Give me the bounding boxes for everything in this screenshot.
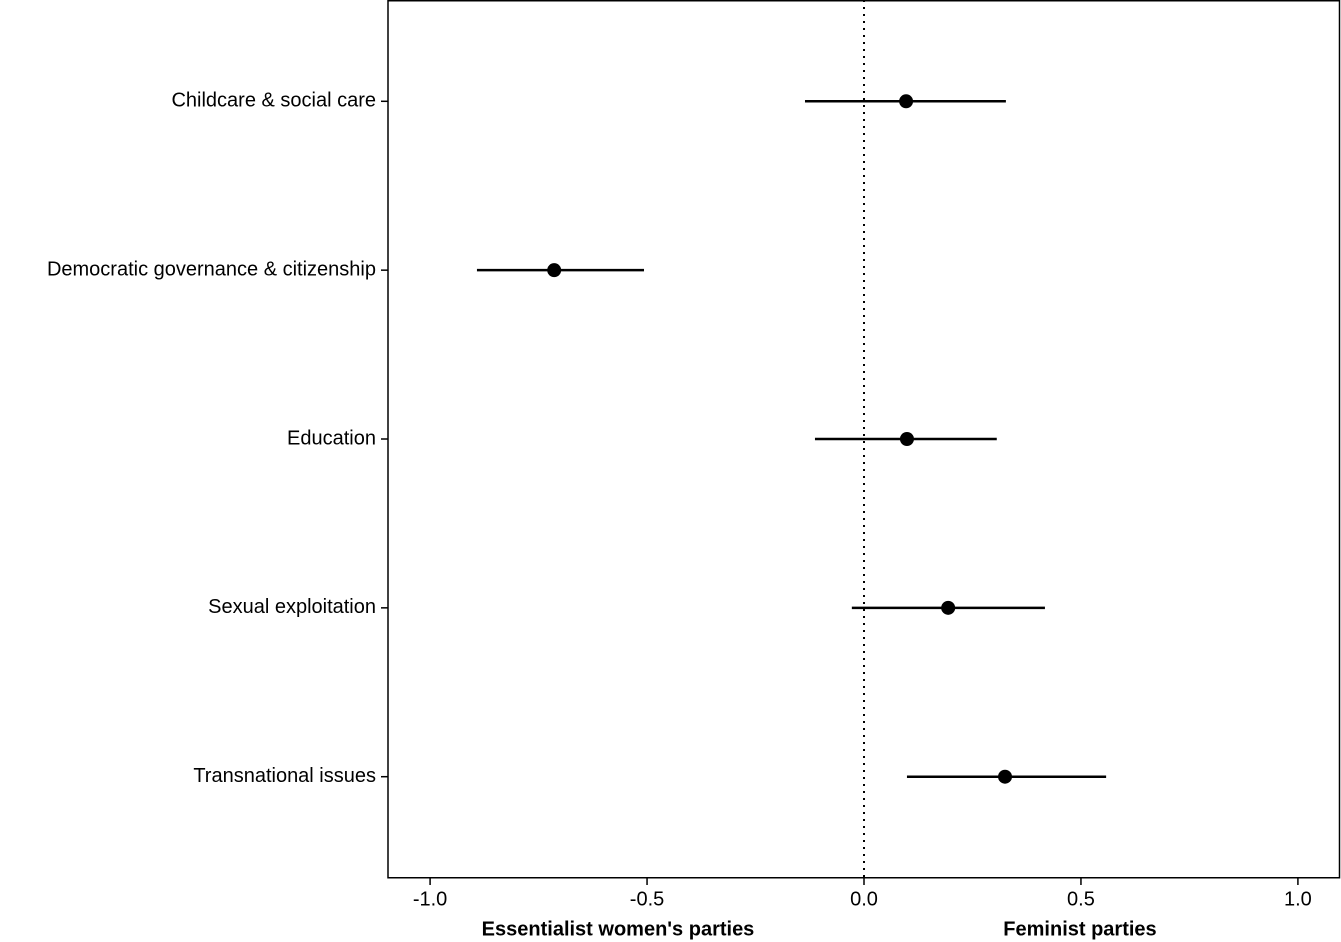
y-tick-label: Childcare & social care [171,90,376,112]
point [899,94,914,109]
x-tick-label: 0.5 [1067,888,1095,910]
y-tick-label: Transnational issues [193,765,376,787]
point [998,769,1013,784]
x-tick-label: 1.0 [1284,888,1312,910]
y-tick-label: Sexual exploitation [208,596,376,618]
point [547,263,562,278]
x-tick-label: 0.0 [850,888,878,910]
point [941,600,956,615]
point [899,432,914,446]
x-annotation-left: Essentialist women's parties [482,918,755,940]
x-tick-label: -0.5 [630,888,664,910]
y-tick-label: Education [287,427,376,449]
y-tick-label: Democratic governance & citizenship [47,258,376,280]
x-annotation-right: Feminist parties [1003,918,1156,940]
x-tick-label: -1.0 [413,888,447,910]
